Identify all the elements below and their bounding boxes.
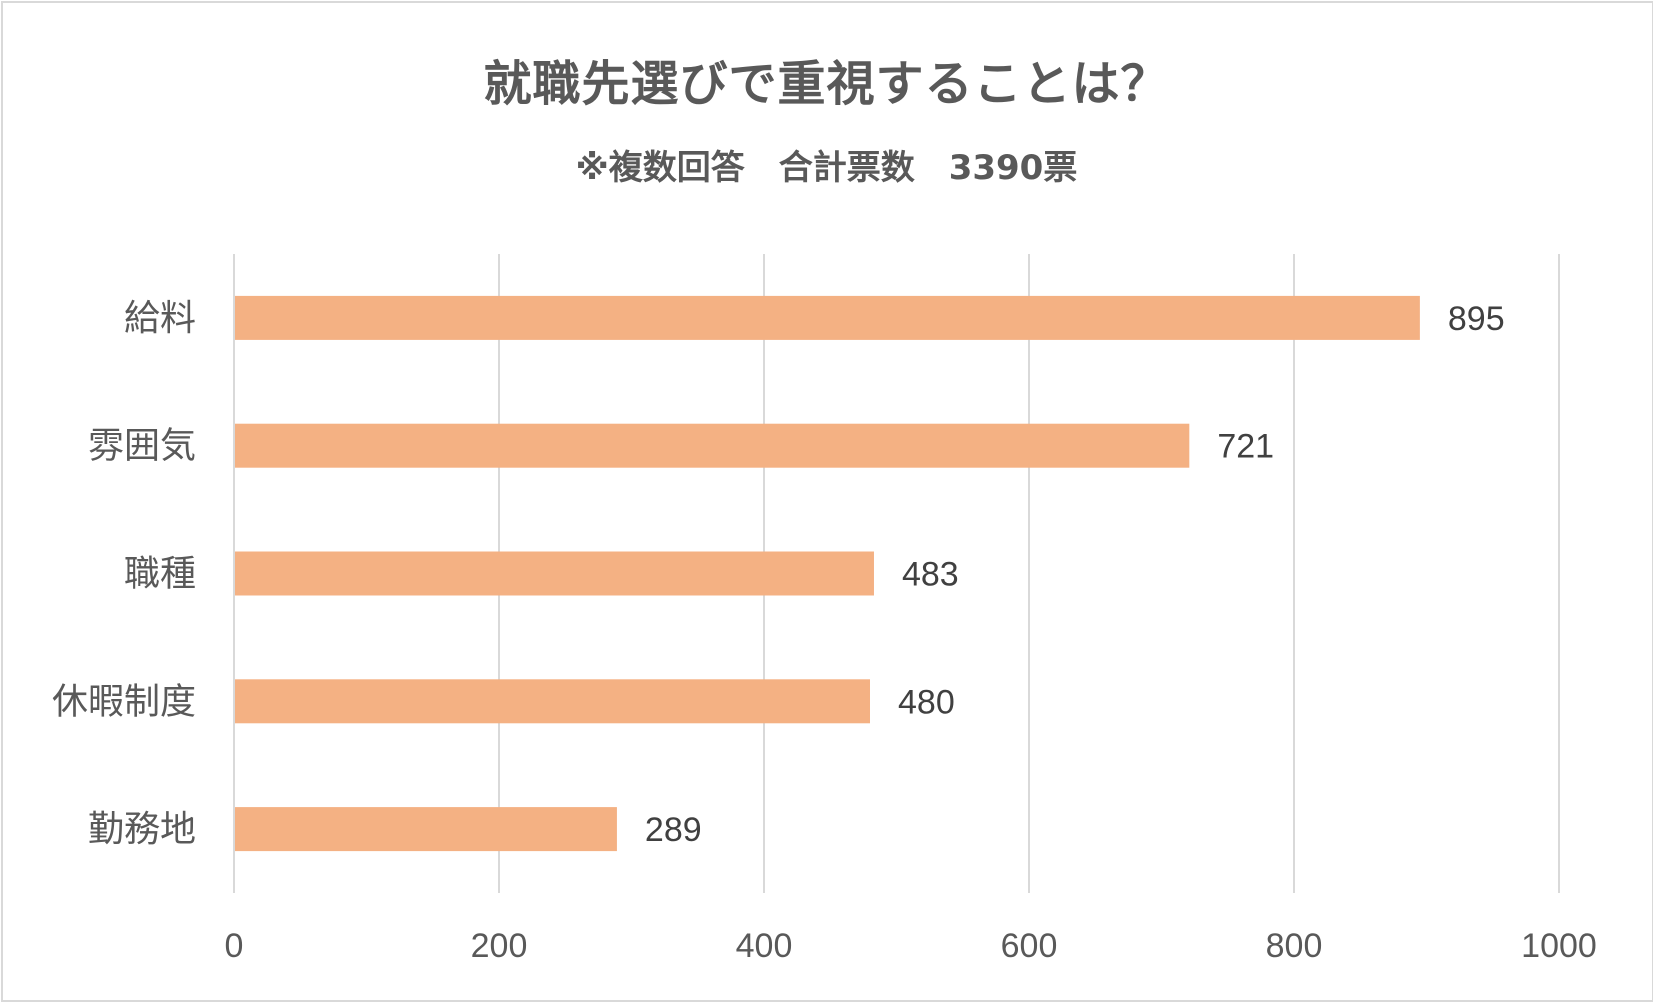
data-label: 480 [898,683,955,721]
bar-4 [235,679,870,724]
bar-5 [235,807,617,852]
x-tick-label: 800 [1266,927,1323,965]
data-label: 895 [1448,300,1505,338]
x-tick-label: 200 [471,927,528,965]
category-label: 雰囲気 [88,426,196,467]
data-label: 721 [1217,428,1274,466]
category-label: 給料 [124,298,196,339]
bar-1 [235,295,1420,340]
x-tick-label: 600 [1001,927,1058,965]
category-label: 休暇制度 [52,681,196,722]
bar-2 [235,423,1190,468]
x-tick-label: 1000 [1521,927,1597,965]
data-label: 289 [645,811,702,849]
category-label: 勤務地 [88,809,196,850]
chart-title: 就職先選びで重視することは？ [483,56,1170,112]
x-tick-label: 400 [736,927,793,965]
data-label: 483 [902,556,959,594]
category-label: 職種 [124,554,196,595]
x-tick-label: 0 [225,927,244,965]
chart-subtitle: ※複数回答 合計票数 3390票 [575,148,1078,188]
bar-3 [235,551,874,596]
